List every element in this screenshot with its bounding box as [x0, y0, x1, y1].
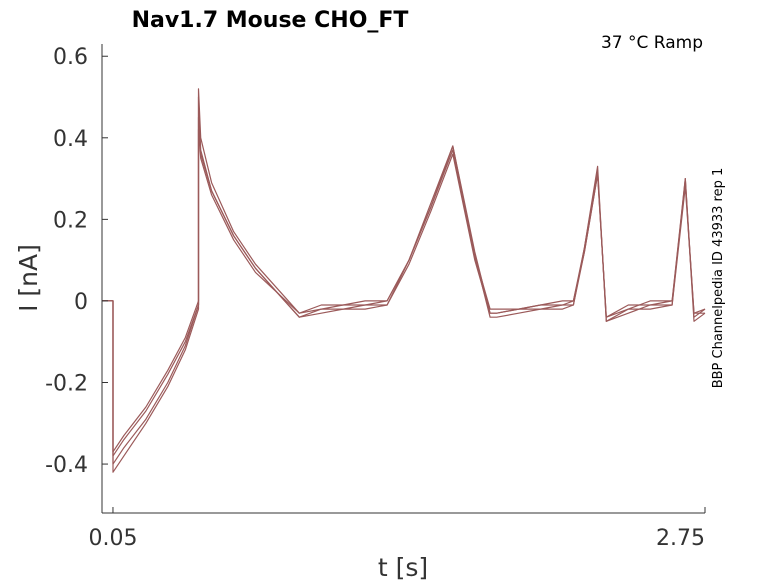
y-tick-label: 0.2 [53, 208, 88, 233]
y-tick-label: 0.6 [53, 45, 88, 70]
y-tick-label: 0.4 [53, 127, 88, 152]
channelpedia-id-label: BBP Channelpedia ID 43933 rep 1 [711, 168, 726, 389]
trace-2 [102, 88, 706, 457]
trace-4 [102, 116, 706, 473]
condition-label: 37 °C Ramp [601, 33, 703, 53]
y-tick-label: -0.4 [45, 453, 88, 478]
x-axis-label: t [s] [378, 553, 428, 582]
y-tick-label: 0 [74, 290, 88, 315]
x-tick-label: 2.75 [656, 526, 705, 551]
y-axis-label: I [nA] [14, 244, 43, 312]
x-ticks: 0.05 2.75 [88, 507, 706, 551]
trace-3 [102, 129, 705, 465]
x-tick-label: 0.05 [88, 526, 137, 551]
y-ticks: 0.6 0.4 0.2 0 -0.2 -0.4 [45, 45, 108, 478]
chart-title: Nav1.7 Mouse CHO_FT [132, 8, 409, 33]
current-traces [102, 88, 706, 473]
y-tick-label: -0.2 [45, 371, 88, 396]
